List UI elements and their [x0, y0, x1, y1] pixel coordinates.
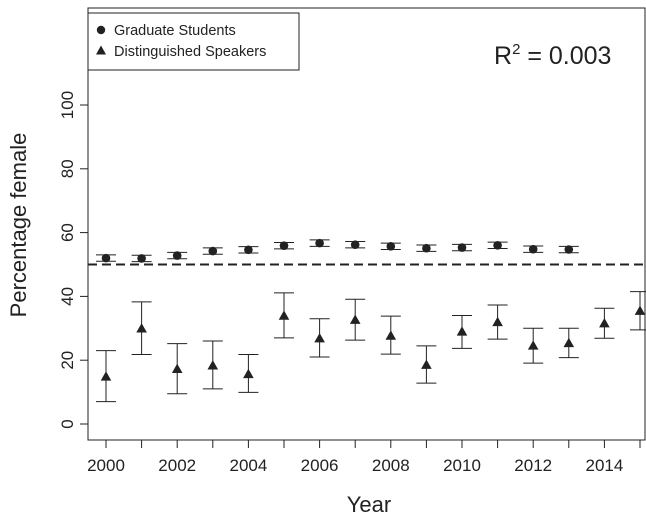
data-point-graduate-students — [279, 241, 289, 250]
legend-box — [87, 12, 300, 71]
data-marks — [96, 238, 646, 403]
data-point-distinguished-speakers — [100, 371, 112, 381]
data-point-graduate-students — [350, 240, 360, 250]
data-point-distinguished-speakers — [314, 332, 325, 343]
data-point-graduate-students — [386, 242, 396, 251]
data-point-distinguished-speakers — [207, 360, 219, 370]
data-point-distinguished-speakers — [456, 326, 468, 336]
legend: Graduate Students Distinguished Speakers — [87, 12, 300, 71]
data-point-graduate-students — [208, 246, 218, 256]
y-axis-label: Percentage female — [6, 133, 31, 318]
data-point-graduate-students — [528, 244, 538, 254]
x-tick-label: 2000 — [87, 456, 125, 475]
data-point-distinguished-speakers — [171, 363, 183, 373]
x-axis-label: Year — [347, 492, 391, 517]
y-tick-label: 20 — [58, 351, 77, 370]
data-point-distinguished-speakers — [278, 310, 290, 320]
data-point-distinguished-speakers — [243, 368, 254, 379]
data-point-graduate-students — [422, 243, 431, 253]
data-point-distinguished-speakers — [136, 323, 147, 333]
x-tick-label: 2014 — [585, 456, 623, 475]
x-tick-label: 2010 — [443, 456, 481, 475]
plot-frame — [87, 7, 646, 441]
legend-marker-graduate-students — [96, 25, 106, 35]
x-tick-label: 2006 — [301, 456, 339, 475]
x-tick-label: 2002 — [158, 456, 196, 475]
data-point-distinguished-speakers — [385, 330, 397, 340]
y-tick-label: 80 — [58, 159, 77, 178]
y-tick-label: 100 — [58, 91, 77, 119]
y-tick-label: 40 — [58, 287, 77, 306]
y-tick-label: 0 — [58, 419, 77, 428]
data-point-distinguished-speakers — [527, 340, 539, 350]
data-point-graduate-students — [564, 245, 574, 254]
r-squared-annotation: R2 = 0.003 — [494, 41, 611, 70]
r-squared-superscript: 2 — [512, 41, 520, 58]
x-axis: 2000 2002 2004 2006 2008 2010 2012 2014 — [87, 440, 641, 475]
data-point-distinguished-speakers — [492, 316, 503, 327]
data-point-graduate-students — [315, 238, 324, 248]
data-point-distinguished-speakers — [599, 317, 610, 328]
data-point-graduate-students — [457, 243, 467, 252]
plot-border — [87, 7, 646, 441]
x-tick-label: 2004 — [229, 456, 267, 475]
x-tick-label: 2012 — [514, 456, 552, 475]
data-point-distinguished-speakers — [563, 337, 575, 348]
legend-label-distinguished-speakers: Distinguished Speakers — [114, 44, 266, 60]
y-tick-label: 60 — [58, 223, 77, 242]
r-squared-base: R — [494, 42, 512, 70]
data-point-graduate-students — [244, 245, 253, 255]
data-point-distinguished-speakers — [349, 314, 361, 324]
legend-label-graduate-students: Graduate Students — [114, 23, 236, 39]
legend-marker-distinguished-speakers — [96, 45, 106, 55]
r-squared-value: = 0.003 — [520, 42, 611, 70]
data-point-graduate-students — [172, 251, 182, 260]
data-point-graduate-students — [137, 254, 146, 263]
data-point-graduate-students — [493, 241, 502, 250]
data-point-graduate-students — [101, 253, 111, 263]
y-axis: 0 20 40 60 80 100 — [58, 91, 88, 429]
x-tick-label: 2008 — [372, 456, 410, 475]
data-point-distinguished-speakers — [634, 305, 646, 315]
data-point-distinguished-speakers — [421, 359, 432, 369]
